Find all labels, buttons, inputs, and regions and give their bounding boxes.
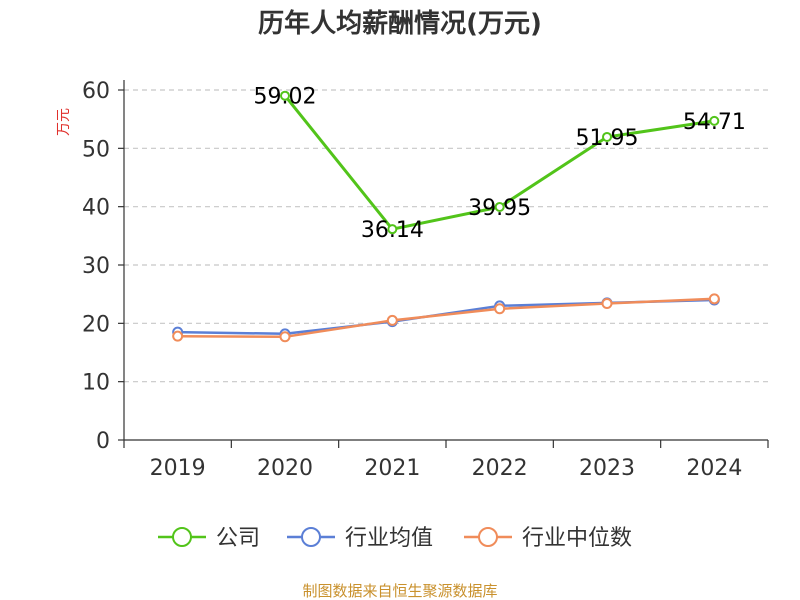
x-tick-label: 2021 [364,456,420,481]
legend-item-1: 行业均值 [287,526,433,551]
legend-marker [478,527,498,547]
legend-marker [301,527,321,547]
data-point [494,201,505,212]
y-tick-label: 50 [82,137,110,162]
legend-marker [172,527,192,547]
legend-item-0: 公司 [158,526,260,551]
data-label-layer: 59.02 36.14 39.95 51.95 54.71 [254,85,746,243]
source-note: 制图数据来自恒生聚源数据库 [302,582,497,600]
y-tick-label: 0 [96,429,110,454]
series-layer [172,90,720,343]
data-point [387,224,398,235]
x-tick-label: 2019 [150,456,206,481]
data-label: 39.95 [468,196,531,221]
y-tick-label: 10 [82,371,110,396]
series-2 [172,293,720,343]
data-point [279,331,291,343]
y-tick-label: 40 [82,196,110,221]
data-point [386,314,398,326]
legend-label: 公司 [216,526,260,551]
data-label: 54.71 [683,110,746,135]
data-label: 51.95 [576,126,639,151]
legend: 公司 行业均值 行业中位数 [158,526,632,551]
legend-label: 行业中位数 [522,526,632,551]
x-tick-label: 2023 [579,456,635,481]
y-tick-label: 30 [82,254,110,279]
chart-title: 历年人均薪酬情况(万元) [258,8,542,39]
grid-layer [124,89,768,383]
data-point [601,298,613,309]
data-point [708,293,720,305]
series-line [177,298,715,336]
data-point [602,131,612,142]
data-point [280,90,290,101]
y-tick-label: 20 [82,312,110,337]
x-tick-label: 2022 [472,456,528,481]
x-tick-label: 2024 [686,456,742,481]
data-label: 59.02 [254,85,317,110]
data-label: 36.14 [361,218,424,243]
legend-label: 行业均值 [345,526,433,551]
data-point [494,303,506,315]
series-0 [280,90,720,235]
y-tick-label: 60 [82,79,110,104]
series-line [177,297,715,339]
x-tick-label: 2020 [257,456,313,481]
data-point [172,330,184,342]
y-axis-label: 万元 [56,108,72,136]
legend-item-2: 行业中位数 [464,526,632,551]
data-point [709,115,720,126]
axis-layer: 0 10 20 30 40 50 60 2019 2020 2021 2022 2023 2024 [82,79,769,481]
